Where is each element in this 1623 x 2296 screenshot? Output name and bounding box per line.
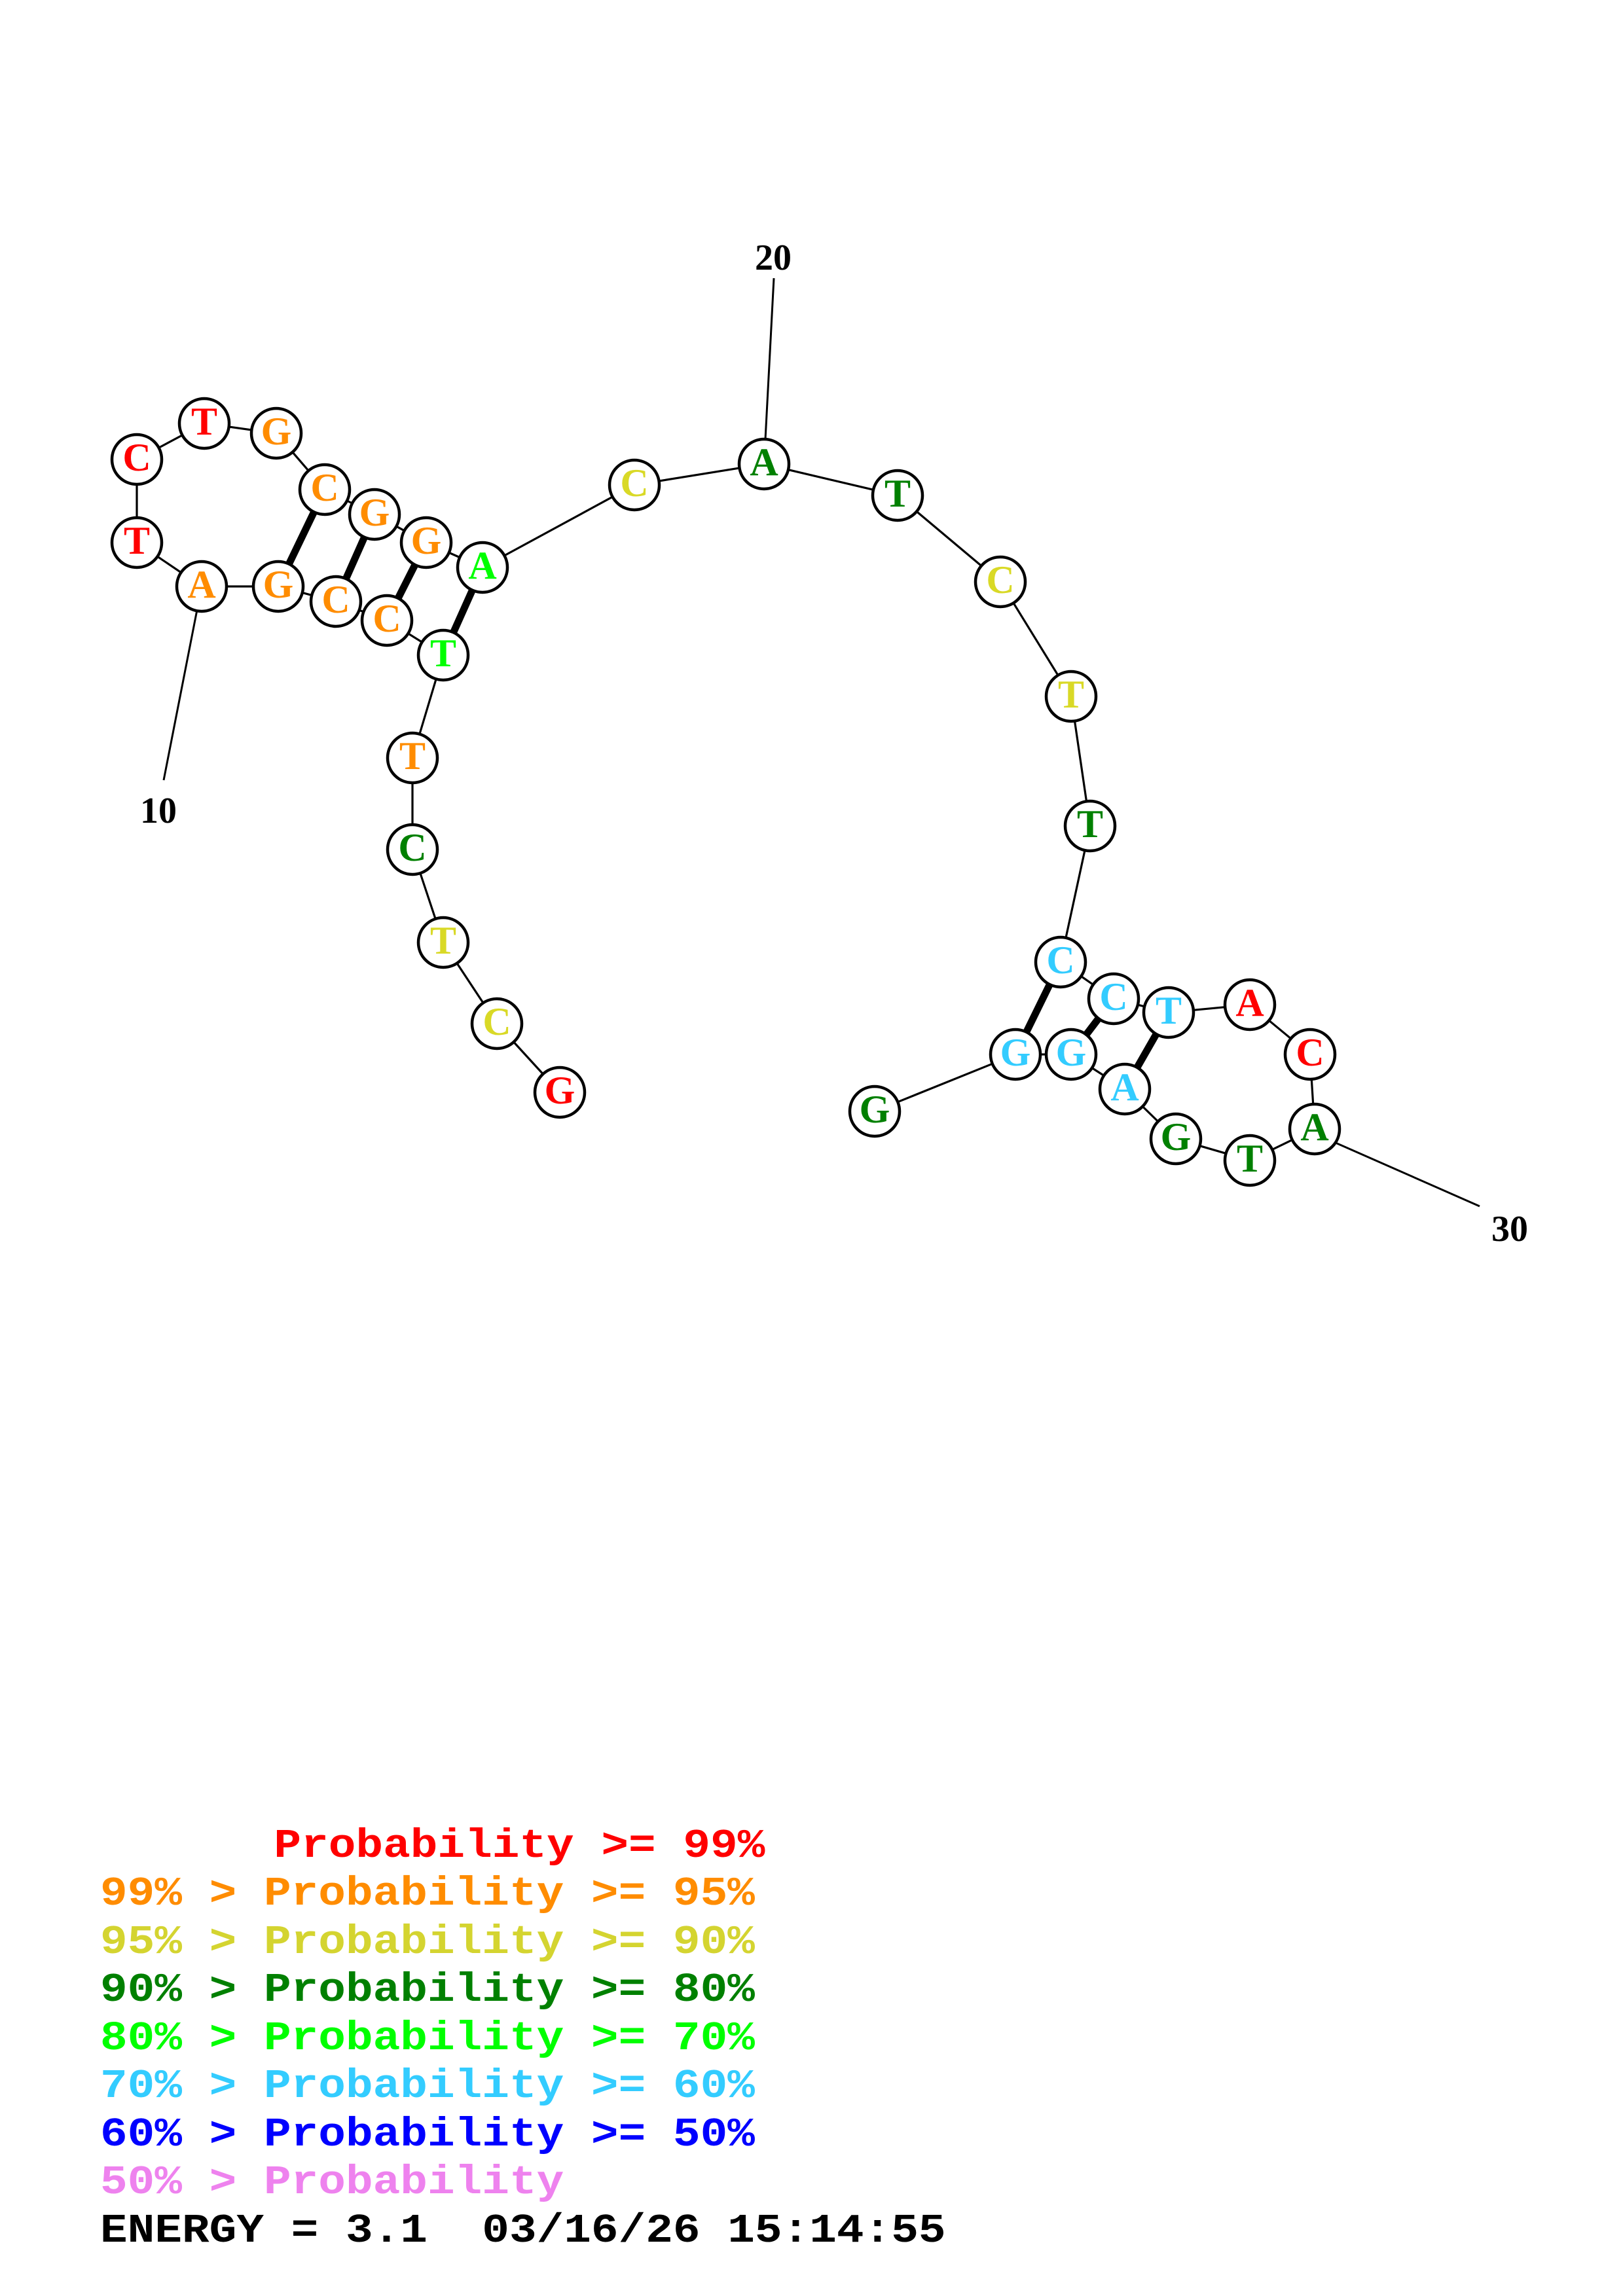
- svg-text:T: T: [884, 472, 911, 515]
- svg-text:G: G: [1161, 1115, 1192, 1158]
- svg-text:A: A: [187, 563, 215, 606]
- svg-text:A: A: [1300, 1105, 1328, 1149]
- svg-text:10: 10: [140, 791, 177, 831]
- svg-text:T: T: [1058, 673, 1084, 716]
- svg-text:A: A: [750, 440, 778, 484]
- svg-text:60% > Probability >= 50%: 60% > Probability >= 50%: [100, 2111, 755, 2158]
- svg-text:A: A: [1235, 981, 1264, 1024]
- svg-text:80% > Probability >= 70%: 80% > Probability >= 70%: [100, 2015, 755, 2062]
- svg-text:50% > Probability: 50% > Probability: [100, 2159, 564, 2206]
- svg-text:99% > Probability >= 95%: 99% > Probability >= 95%: [100, 1871, 755, 1917]
- svg-text:C: C: [1099, 975, 1127, 1018]
- svg-text:C: C: [986, 558, 1014, 601]
- svg-text:C: C: [310, 466, 338, 509]
- svg-text:C: C: [398, 826, 426, 869]
- svg-text:G: G: [545, 1069, 575, 1112]
- svg-text:Probability >= 99%: Probability >= 99%: [274, 1823, 765, 1869]
- svg-text:C: C: [1296, 1031, 1324, 1074]
- svg-text:90% > Probability >= 80%: 90% > Probability >= 80%: [100, 1967, 755, 2013]
- svg-text:C: C: [620, 461, 648, 505]
- svg-text:T: T: [430, 919, 456, 962]
- svg-text:70% > Probability >= 60%: 70% > Probability >= 60%: [100, 2063, 755, 2109]
- svg-text:G: G: [860, 1088, 890, 1131]
- svg-text:T: T: [1077, 802, 1103, 846]
- svg-text:T: T: [1156, 989, 1182, 1032]
- svg-text:G: G: [1000, 1031, 1031, 1074]
- svg-text:G: G: [261, 410, 292, 453]
- svg-text:95% > Probability >= 90%: 95% > Probability >= 90%: [100, 1919, 755, 1965]
- svg-text:ENERGY = 3.1 03/16/26 15:14:5: ENERGY = 3.1 03/16/26 15:14:55: [100, 2208, 946, 2254]
- svg-text:C: C: [1046, 939, 1074, 982]
- svg-text:30: 30: [1491, 1209, 1528, 1249]
- svg-text:C: C: [373, 597, 401, 640]
- svg-text:A: A: [468, 544, 496, 587]
- svg-text:G: G: [1056, 1031, 1087, 1074]
- svg-text:20: 20: [755, 238, 792, 278]
- svg-text:G: G: [359, 491, 390, 534]
- svg-text:T: T: [1237, 1137, 1263, 1180]
- svg-text:C: C: [483, 1000, 511, 1043]
- svg-text:A: A: [1110, 1066, 1139, 1109]
- svg-text:T: T: [124, 519, 150, 562]
- svg-text:G: G: [263, 563, 294, 606]
- svg-text:T: T: [191, 400, 217, 443]
- svg-text:C: C: [321, 578, 350, 621]
- svg-text:T: T: [399, 734, 426, 778]
- svg-text:G: G: [411, 519, 442, 562]
- svg-text:T: T: [430, 632, 456, 675]
- svg-text:C: C: [122, 436, 151, 479]
